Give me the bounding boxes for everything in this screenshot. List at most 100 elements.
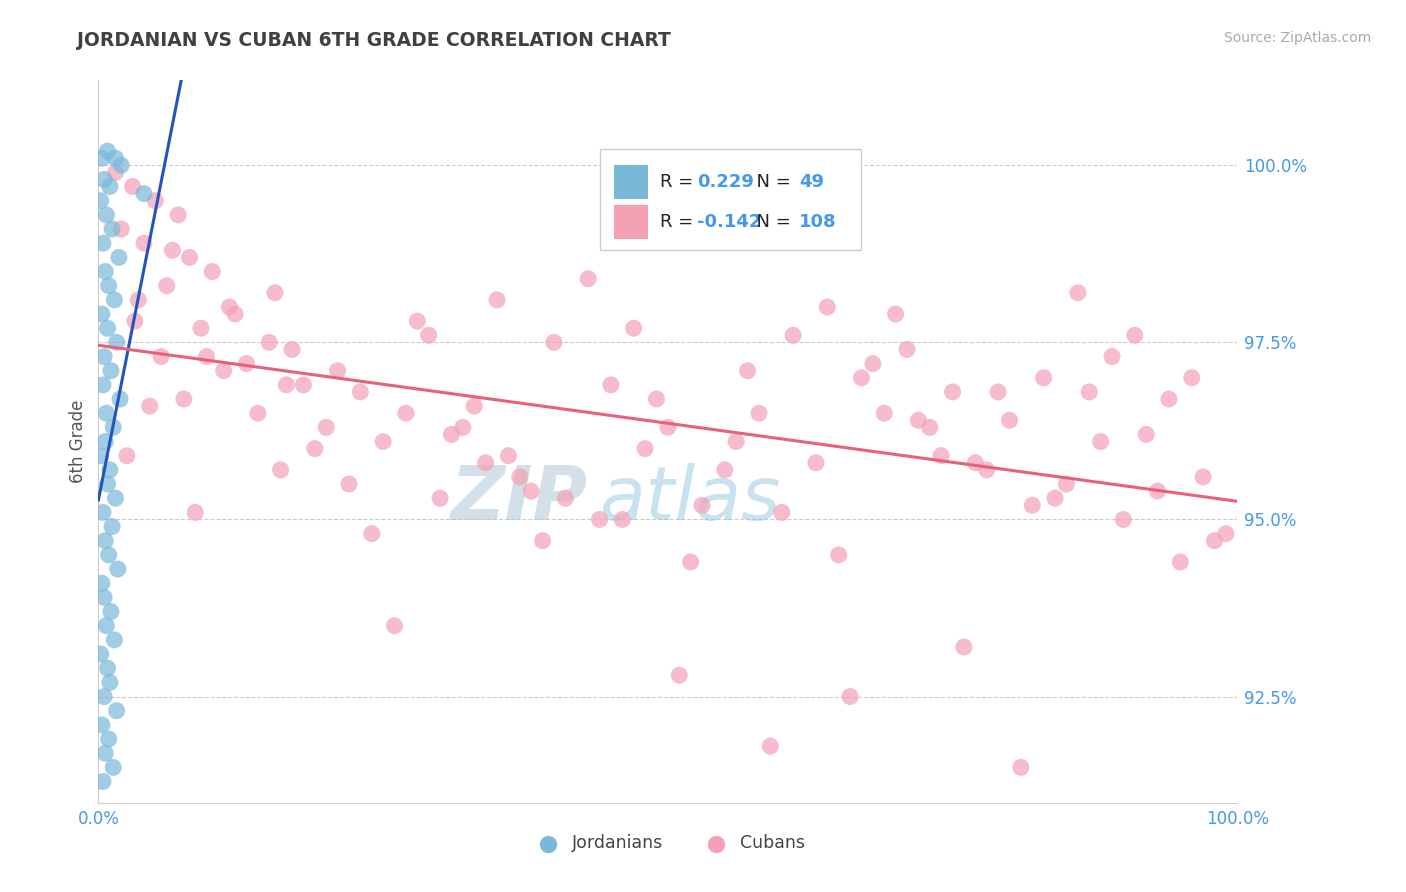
Point bbox=[179, 251, 201, 265]
Point bbox=[292, 377, 315, 392]
Point bbox=[987, 384, 1010, 399]
Point bbox=[942, 384, 965, 399]
Point bbox=[103, 420, 125, 434]
Point bbox=[97, 732, 120, 747]
Point bbox=[360, 526, 382, 541]
Point bbox=[138, 399, 160, 413]
Point bbox=[315, 420, 337, 434]
Point bbox=[429, 491, 451, 506]
Point bbox=[851, 371, 873, 385]
Point bbox=[520, 484, 543, 499]
Point bbox=[96, 661, 118, 675]
Point bbox=[105, 335, 128, 350]
Point bbox=[1032, 371, 1054, 385]
Point bbox=[145, 194, 167, 208]
Point bbox=[623, 321, 645, 335]
Point bbox=[1056, 477, 1078, 491]
Point bbox=[498, 449, 520, 463]
Legend: Jordanians, Cubans: Jordanians, Cubans bbox=[524, 827, 811, 859]
Point bbox=[918, 420, 941, 434]
Point bbox=[782, 328, 804, 343]
Point bbox=[90, 576, 112, 591]
Point bbox=[543, 335, 565, 350]
Text: N =: N = bbox=[745, 173, 797, 191]
Point bbox=[94, 533, 117, 548]
Point bbox=[418, 328, 440, 343]
Point bbox=[1157, 392, 1180, 406]
Point bbox=[91, 236, 114, 251]
Point bbox=[714, 463, 737, 477]
Point bbox=[759, 739, 782, 753]
Point bbox=[101, 519, 124, 533]
Point bbox=[1204, 533, 1226, 548]
Point bbox=[173, 392, 195, 406]
Point bbox=[554, 491, 576, 506]
Point bbox=[107, 562, 129, 576]
Point bbox=[440, 427, 463, 442]
FancyBboxPatch shape bbox=[614, 204, 648, 239]
Point bbox=[976, 463, 998, 477]
Text: 0.229: 0.229 bbox=[697, 173, 755, 191]
Point bbox=[96, 144, 118, 158]
Point bbox=[259, 335, 281, 350]
Point bbox=[1135, 427, 1157, 442]
Point bbox=[576, 271, 599, 285]
Point bbox=[737, 364, 759, 378]
Point bbox=[127, 293, 149, 307]
Point bbox=[839, 690, 862, 704]
Point bbox=[190, 321, 212, 335]
Point bbox=[98, 675, 121, 690]
Point bbox=[474, 456, 496, 470]
Point bbox=[104, 165, 127, 179]
Point bbox=[96, 208, 118, 222]
Point bbox=[337, 477, 360, 491]
FancyBboxPatch shape bbox=[599, 149, 862, 250]
Point bbox=[1112, 512, 1135, 526]
Text: JORDANIAN VS CUBAN 6TH GRADE CORRELATION CHART: JORDANIAN VS CUBAN 6TH GRADE CORRELATION… bbox=[77, 31, 671, 50]
Point bbox=[1010, 760, 1032, 774]
Point bbox=[873, 406, 896, 420]
Point bbox=[395, 406, 418, 420]
Point bbox=[953, 640, 976, 654]
Point bbox=[1123, 328, 1146, 343]
Point bbox=[115, 449, 138, 463]
Point bbox=[235, 357, 257, 371]
Point bbox=[690, 498, 713, 512]
Point bbox=[104, 491, 127, 506]
Point bbox=[270, 463, 292, 477]
Point bbox=[90, 151, 112, 165]
Point bbox=[97, 548, 120, 562]
Point bbox=[1146, 484, 1168, 499]
Point bbox=[96, 618, 118, 632]
Point bbox=[218, 300, 240, 314]
Point bbox=[98, 463, 121, 477]
Point bbox=[612, 512, 634, 526]
Point bbox=[384, 618, 406, 632]
Point bbox=[896, 343, 918, 357]
Point bbox=[645, 392, 668, 406]
Point bbox=[668, 668, 690, 682]
Point bbox=[94, 264, 117, 278]
Point bbox=[1170, 555, 1192, 569]
Point bbox=[103, 293, 125, 307]
Point bbox=[748, 406, 770, 420]
Point bbox=[110, 222, 132, 236]
Point bbox=[326, 364, 349, 378]
Point bbox=[531, 533, 554, 548]
Point bbox=[965, 456, 987, 470]
Point bbox=[463, 399, 485, 413]
Point bbox=[98, 179, 121, 194]
Point bbox=[91, 774, 114, 789]
Point bbox=[224, 307, 246, 321]
Point bbox=[96, 321, 118, 335]
Point bbox=[884, 307, 907, 321]
Point bbox=[276, 377, 298, 392]
Text: atlas: atlas bbox=[599, 463, 780, 535]
Point bbox=[246, 406, 269, 420]
Point bbox=[1067, 285, 1090, 300]
Point bbox=[264, 285, 287, 300]
Point bbox=[725, 434, 748, 449]
Point bbox=[167, 208, 190, 222]
Point bbox=[815, 300, 838, 314]
Point bbox=[90, 718, 112, 732]
